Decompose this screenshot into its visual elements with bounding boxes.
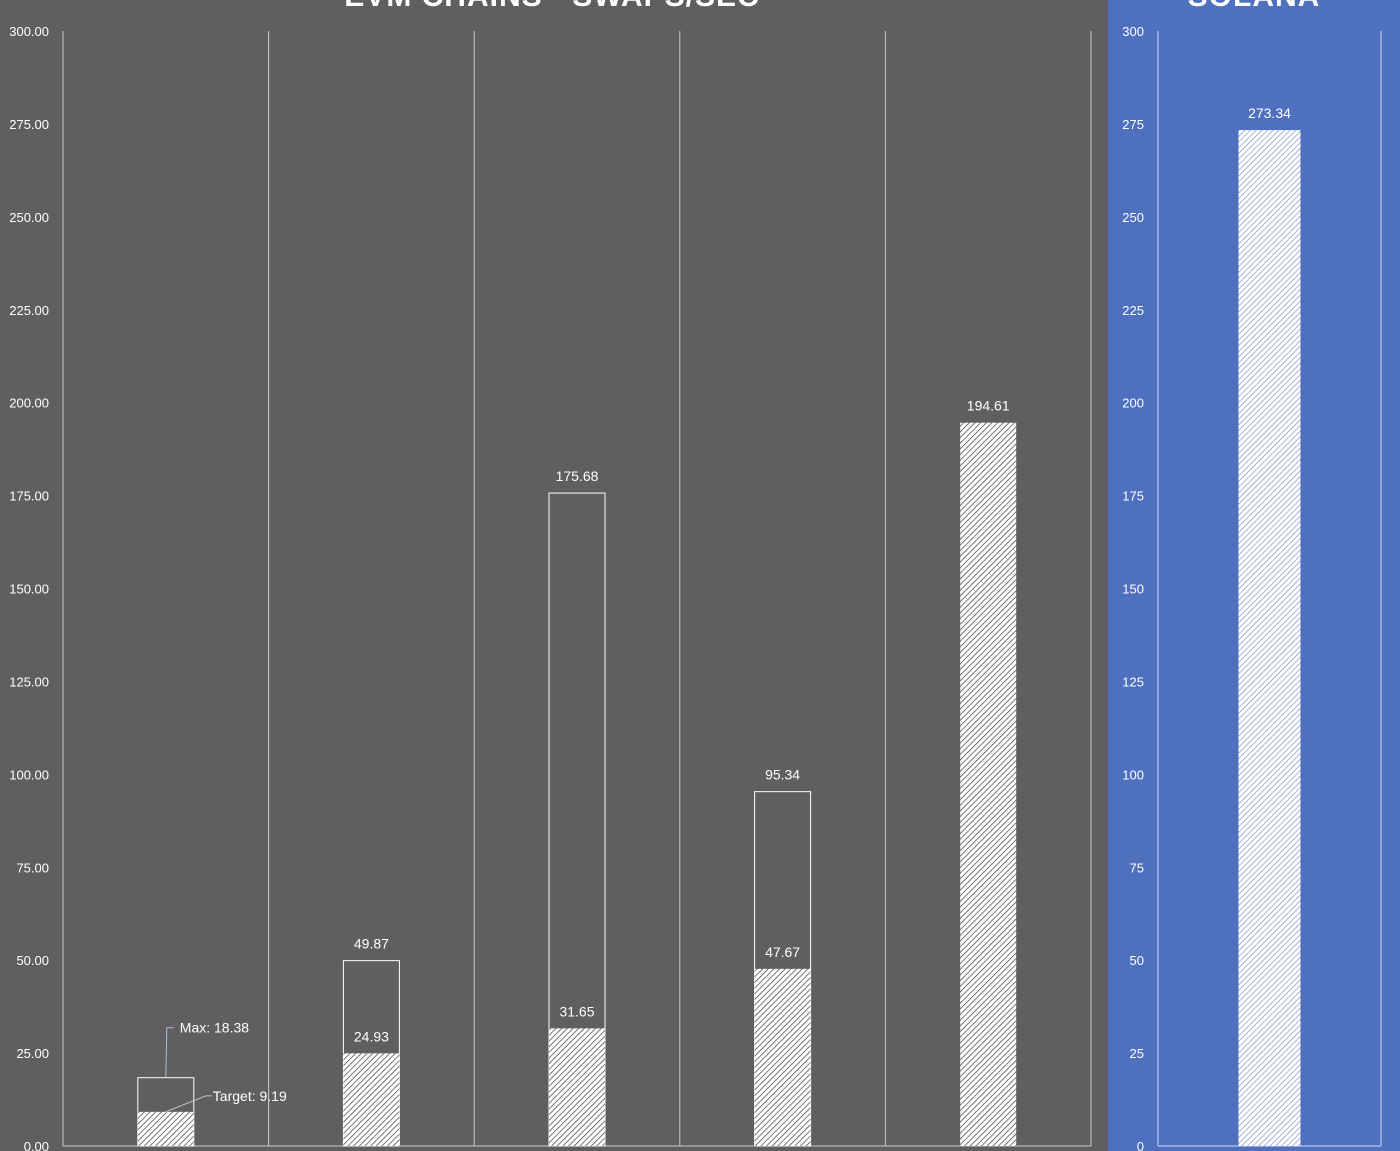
evm-chart-title: EVM CHAINS - SWAPS/SEC <box>344 0 759 13</box>
data-label: 194.61 <box>967 398 1010 414</box>
solana-y-tick-label: 100 <box>1122 767 1144 782</box>
solana-data-labels: 273.34 <box>1248 105 1291 121</box>
solana-y-tick-label: 75 <box>1130 860 1144 875</box>
y-tick-label: 25.00 <box>16 1046 49 1061</box>
y-tick-label: 275.00 <box>9 117 49 132</box>
solana-chart-title: SOLANA <box>1188 0 1321 13</box>
data-label: 175.68 <box>556 468 599 484</box>
y-tick-label: 200.00 <box>9 396 49 411</box>
evm-y-axis: 0.00 25.00 50.00 75.00 100.00 125.00 150.00 175… <box>9 24 49 1151</box>
y-tick-label: 225.00 <box>9 303 49 318</box>
y-tick-label: 125.00 <box>9 674 49 689</box>
solana-bar <box>1238 130 1301 1147</box>
data-label: 49.87 <box>354 936 389 952</box>
evm-panel-background <box>0 0 1108 1151</box>
solana-y-tick-label: 125 <box>1122 674 1144 689</box>
evm-gridlines <box>62 31 1092 1147</box>
y-tick-label: 0.00 <box>24 1139 49 1151</box>
y-tick-label: 300.00 <box>9 24 49 39</box>
target-callout-label: Target: 9.19 <box>213 1088 287 1104</box>
solana-bars <box>1238 130 1301 1147</box>
solana-y-tick-label: 300 <box>1122 24 1144 39</box>
solana-y-axis: 0 25 50 75 100 125 150 175 200 225 250 275 300 <box>1122 24 1144 1151</box>
y-tick-label: 250.00 <box>9 210 49 225</box>
solana-y-tick-label: 275 <box>1122 117 1144 132</box>
evm-data-labels: 49.87 24.93 175.68 31.65 95.34 47.67 194.61 Max… <box>165 398 1010 1113</box>
solana-y-tick-label: 0 <box>1137 1139 1144 1151</box>
hatched-bar <box>549 1028 605 1146</box>
hatched-bar <box>137 1111 194 1146</box>
y-tick-label: 50.00 <box>16 953 49 968</box>
hatched-bar <box>960 422 1017 1147</box>
solana-y-tick-label: 150 <box>1122 582 1144 597</box>
data-label: 95.34 <box>765 767 800 783</box>
evm-bars <box>137 422 1017 1147</box>
solana-y-tick-label: 175 <box>1122 489 1144 504</box>
solana-data-label: 273.34 <box>1248 105 1291 121</box>
y-tick-label: 150.00 <box>9 582 49 597</box>
solana-y-tick-label: 50 <box>1130 953 1144 968</box>
y-tick-label: 75.00 <box>16 860 49 875</box>
max-callout-label: Max: 18.38 <box>180 1020 249 1036</box>
max-callout: Max: 18.38 <box>165 1020 249 1078</box>
hatched-bar <box>754 968 811 1146</box>
data-label: 24.93 <box>354 1028 389 1044</box>
hatched-bar <box>343 1053 400 1146</box>
data-label: 31.65 <box>559 1003 594 1019</box>
y-tick-label: 100.00 <box>9 767 49 782</box>
max-callout-leader <box>165 1027 174 1078</box>
target-callout-leader <box>165 1095 212 1113</box>
solana-y-tick-label: 25 <box>1130 1046 1144 1061</box>
data-label: 47.67 <box>765 944 800 960</box>
solana-y-tick-label: 250 <box>1122 210 1144 225</box>
solana-y-tick-label: 225 <box>1122 303 1144 318</box>
y-tick-label: 175.00 <box>9 489 49 504</box>
solana-y-tick-label: 200 <box>1122 396 1144 411</box>
target-callout: Target: 9.19 <box>165 1088 287 1113</box>
